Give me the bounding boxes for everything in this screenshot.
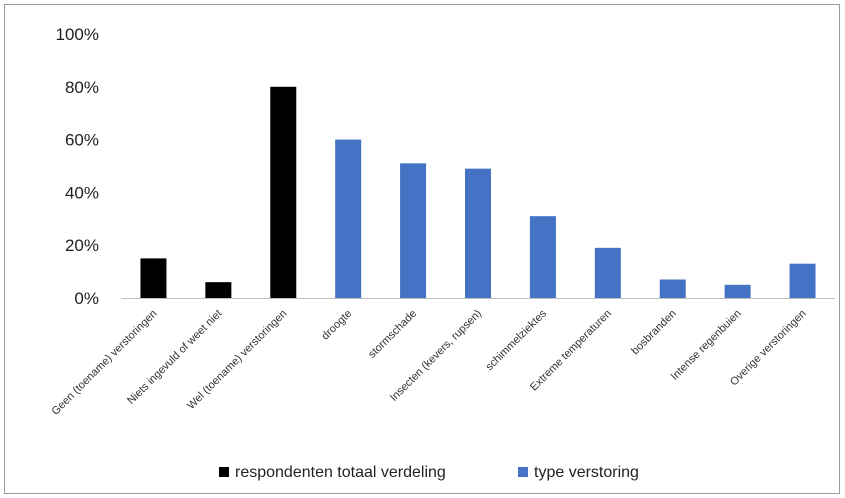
bar [205, 282, 232, 298]
y-tick-label: 100% [56, 25, 99, 44]
x-category-label: schimmelziektes [483, 307, 549, 373]
legend-label-totaal: respondenten totaal verdeling [235, 464, 446, 481]
y-axis-ticks: 0% 20% 40% 60% 80% 100% [56, 25, 99, 308]
legend-swatch-type [518, 467, 528, 477]
bar [789, 263, 816, 298]
bar [529, 216, 556, 298]
bar-chart: 0% 20% 40% 60% 80% 100% Geen (toename) versto… [49, 25, 835, 481]
bar [140, 258, 167, 298]
bar [594, 247, 621, 298]
x-category-label: Intense regenbuien [669, 308, 744, 383]
y-tick-label: 80% [65, 78, 99, 97]
bar [335, 139, 362, 298]
x-category-label: stormschade [366, 308, 419, 361]
bar [465, 168, 491, 298]
y-tick-label: 0% [74, 289, 99, 308]
legend-label-type: type verstoring [534, 464, 639, 481]
bar [400, 163, 427, 298]
bar [724, 284, 751, 298]
legend: respondenten totaal verdeling type verst… [219, 464, 639, 481]
x-category-label: bosbranden [629, 308, 679, 358]
chart-frame: 0% 20% 40% 60% 80% 100% Geen (toename) versto… [4, 4, 840, 494]
x-category-label: Geen (toename) verstoringen [49, 308, 159, 418]
bar [659, 279, 686, 298]
y-tick-label: 20% [65, 236, 99, 255]
legend-swatch-totaal [219, 467, 229, 477]
bar [270, 86, 297, 298]
y-tick-label: 40% [65, 183, 99, 202]
y-tick-label: 60% [65, 131, 99, 150]
bars [140, 86, 816, 298]
x-category-label: droogte [319, 308, 354, 343]
